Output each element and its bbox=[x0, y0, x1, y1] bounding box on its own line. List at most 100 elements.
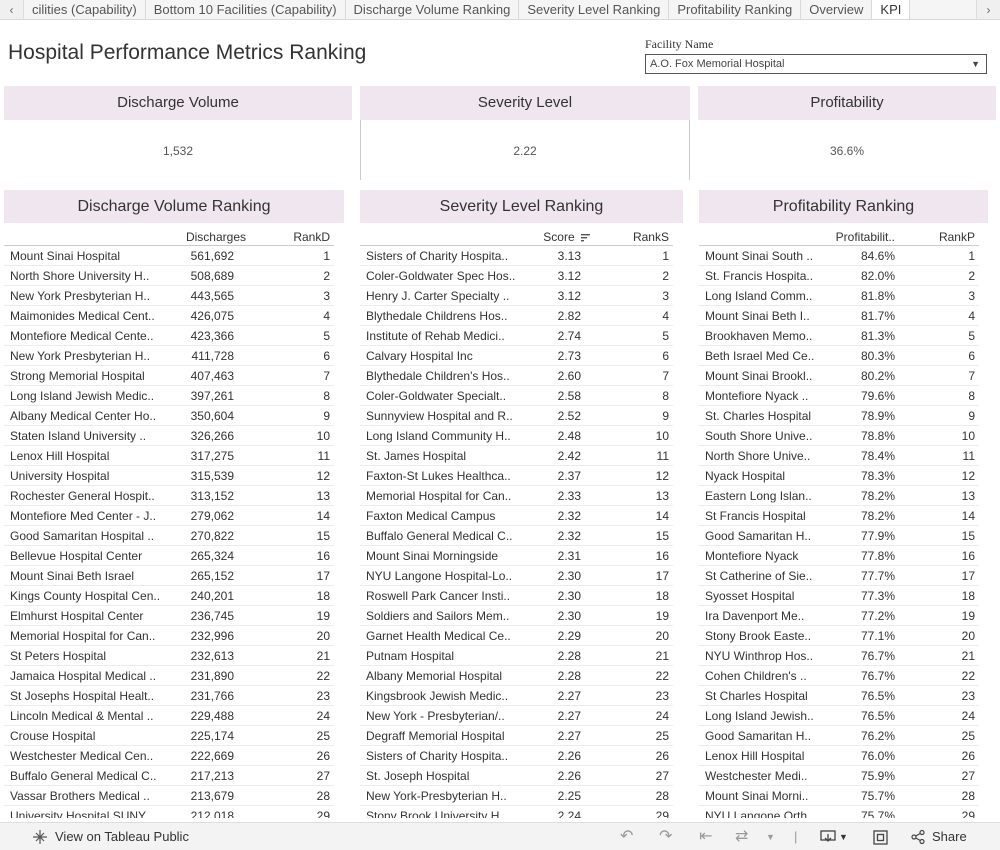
sort-descending-icon[interactable] bbox=[581, 233, 590, 242]
table-row[interactable]: Good Samaritan H.. 77.9% 15 bbox=[699, 526, 979, 546]
table-row[interactable]: Brookhaven Memo.. 81.3% 5 bbox=[699, 326, 979, 346]
table-row[interactable]: South Shore Unive.. 78.8% 10 bbox=[699, 426, 979, 446]
table-row[interactable]: New York - Presbyterian/.. 2.27 24 bbox=[360, 706, 673, 726]
table-row[interactable]: Nyack Hospital 78.3% 12 bbox=[699, 466, 979, 486]
table-row[interactable]: Mount Sinai Beth Israel 265,152 17 bbox=[4, 566, 334, 586]
table-row[interactable]: Rochester General Hospit.. 313,152 13 bbox=[4, 486, 334, 506]
redo-icon[interactable]: ↷ bbox=[659, 828, 673, 845]
table-row[interactable]: Stony Brook Easte.. 77.1% 20 bbox=[699, 626, 979, 646]
table-row[interactable]: NYU Langone Hospital-Lo.. 2.30 17 bbox=[360, 566, 673, 586]
table-row[interactable]: St. Charles Hospital 78.9% 9 bbox=[699, 406, 979, 426]
table-row[interactable]: North Shore Unive.. 78.4% 11 bbox=[699, 446, 979, 466]
table-row[interactable]: Long Island Jewish Medic.. 397,261 8 bbox=[4, 386, 334, 406]
table-row[interactable]: St Josephs Hospital Healt.. 231,766 23 bbox=[4, 686, 334, 706]
table-row[interactable]: St. Francis Hospita.. 82.0% 2 bbox=[699, 266, 979, 286]
table-row[interactable]: Staten Island University .. 326,266 10 bbox=[4, 426, 334, 446]
fullscreen-icon[interactable] bbox=[873, 823, 888, 850]
chevron-left-icon[interactable]: ‹ bbox=[0, 0, 24, 19]
table-row[interactable]: University Hospital 315,539 12 bbox=[4, 466, 334, 486]
chevron-right-icon[interactable]: › bbox=[976, 0, 1000, 19]
table-row[interactable]: Mount Sinai Beth I.. 81.7% 4 bbox=[699, 306, 979, 326]
table-row[interactable]: Henry J. Carter Specialty .. 3.12 3 bbox=[360, 286, 673, 306]
table-row[interactable]: Crouse Hospital 225,174 25 bbox=[4, 726, 334, 746]
table-row[interactable]: Faxton Medical Campus 2.32 14 bbox=[360, 506, 673, 526]
table-row[interactable]: Albany Medical Center Ho.. 350,604 9 bbox=[4, 406, 334, 426]
profitability-column-header[interactable]: Profitabilit.. bbox=[835, 230, 895, 244]
table-row[interactable]: Degraff Memorial Hospital 2.27 25 bbox=[360, 726, 673, 746]
table-row[interactable]: Garnet Health Medical Ce.. 2.29 20 bbox=[360, 626, 673, 646]
tab-severity-level-ranking[interactable]: Severity Level Ranking bbox=[519, 0, 670, 19]
refresh-icon[interactable]: ⇄ bbox=[735, 828, 749, 845]
table-row[interactable]: Strong Memorial Hospital 407,463 7 bbox=[4, 366, 334, 386]
facility-name-dropdown[interactable]: A.O. Fox Memorial Hospital ▼ bbox=[645, 54, 987, 74]
table-row[interactable]: Coler-Goldwater Specialt.. 2.58 8 bbox=[360, 386, 673, 406]
table-row[interactable]: Good Samaritan H.. 76.2% 25 bbox=[699, 726, 979, 746]
table-row[interactable]: Long Island Comm.. 81.8% 3 bbox=[699, 286, 979, 306]
undo-icon[interactable]: ↶ bbox=[620, 828, 634, 845]
table-row[interactable]: New York Presbyterian H.. 411,728 6 bbox=[4, 346, 334, 366]
table-row[interactable]: Memorial Hospital for Can.. 232,996 20 bbox=[4, 626, 334, 646]
table-row[interactable]: Coler-Goldwater Spec Hos.. 3.12 2 bbox=[360, 266, 673, 286]
table-row[interactable]: Montefiore Nyack .. 79.6% 8 bbox=[699, 386, 979, 406]
table-row[interactable]: Lenox Hill Hospital 76.0% 26 bbox=[699, 746, 979, 766]
table-row[interactable]: Mount Sinai South .. 84.6% 1 bbox=[699, 246, 979, 266]
tab-profitability-ranking[interactable]: Profitability Ranking bbox=[669, 0, 802, 19]
discharges-column-header[interactable]: Discharges bbox=[185, 230, 246, 244]
tab-kpi[interactable]: KPI bbox=[872, 0, 911, 19]
table-row[interactable]: NYU Langone Orth.. 75.7% 29 bbox=[699, 806, 979, 818]
download-icon[interactable]: ▼ bbox=[820, 823, 848, 850]
table-row[interactable]: Blythedale Childrens Hos.. 2.82 4 bbox=[360, 306, 673, 326]
table-row[interactable]: Maimonides Medical Cent.. 426,075 4 bbox=[4, 306, 334, 326]
table-row[interactable]: Westchester Medical Cen.. 222,669 26 bbox=[4, 746, 334, 766]
table-row[interactable]: Memorial Hospital for Can.. 2.33 13 bbox=[360, 486, 673, 506]
table-row[interactable]: Jamaica Hospital Medical .. 231,890 22 bbox=[4, 666, 334, 686]
table-row[interactable]: Beth Israel Med Ce.. 80.3% 6 bbox=[699, 346, 979, 366]
table-row[interactable]: St Peters Hospital 232,613 21 bbox=[4, 646, 334, 666]
tab-bottom-10-facilities[interactable]: Bottom 10 Facilities (Capability) bbox=[146, 0, 346, 19]
table-row[interactable]: Lincoln Medical & Mental .. 229,488 24 bbox=[4, 706, 334, 726]
table-row[interactable]: Ira Davenport Me.. 77.2% 19 bbox=[699, 606, 979, 626]
revert-icon[interactable]: ⇤ bbox=[699, 828, 713, 845]
table-row[interactable]: University Hospital SUNY .. 212,018 29 bbox=[4, 806, 334, 818]
table-row[interactable]: Mount Sinai Brookl.. 80.2% 7 bbox=[699, 366, 979, 386]
ranks-column-header[interactable]: RankS bbox=[632, 230, 669, 244]
table-row[interactable]: Mount Sinai Morni.. 75.7% 28 bbox=[699, 786, 979, 806]
table-row[interactable]: New York Presbyterian H.. 443,565 3 bbox=[4, 286, 334, 306]
table-row[interactable]: Roswell Park Cancer Insti.. 2.30 18 bbox=[360, 586, 673, 606]
table-row[interactable]: Long Island Jewish.. 76.5% 24 bbox=[699, 706, 979, 726]
table-row[interactable]: Bellevue Hospital Center 265,324 16 bbox=[4, 546, 334, 566]
table-row[interactable]: Sisters of Charity Hospita.. 3.13 1 bbox=[360, 246, 673, 266]
tab-top-facilities-capability[interactable]: cilities (Capability) bbox=[24, 0, 146, 19]
table-row[interactable]: NYU Winthrop Hos.. 76.7% 21 bbox=[699, 646, 979, 666]
rankd-column-header[interactable]: RankD bbox=[293, 230, 330, 244]
table-row[interactable]: Calvary Hospital Inc 2.73 6 bbox=[360, 346, 673, 366]
table-row[interactable]: Buffalo General Medical C.. 217,213 27 bbox=[4, 766, 334, 786]
table-row[interactable]: St Catherine of Sie.. 77.7% 17 bbox=[699, 566, 979, 586]
table-row[interactable]: Stony Brook University H.. 2.24 29 bbox=[360, 806, 673, 818]
table-row[interactable]: New York-Presbyterian H.. 2.25 28 bbox=[360, 786, 673, 806]
tab-discharge-volume-ranking[interactable]: Discharge Volume Ranking bbox=[346, 0, 520, 19]
table-row[interactable]: Long Island Community H.. 2.48 10 bbox=[360, 426, 673, 446]
table-row[interactable]: Soldiers and Sailors Mem.. 2.30 19 bbox=[360, 606, 673, 626]
table-row[interactable]: Putnam Hospital 2.28 21 bbox=[360, 646, 673, 666]
table-row[interactable]: St. Joseph Hospital 2.26 27 bbox=[360, 766, 673, 786]
table-row[interactable]: North Shore University H.. 508,689 2 bbox=[4, 266, 334, 286]
table-row[interactable]: Montefiore Med Center - J.. 279,062 14 bbox=[4, 506, 334, 526]
table-row[interactable]: Eastern Long Islan.. 78.2% 13 bbox=[699, 486, 979, 506]
table-row[interactable]: Institute of Rehab Medici.. 2.74 5 bbox=[360, 326, 673, 346]
table-row[interactable]: Montefiore Nyack 77.8% 16 bbox=[699, 546, 979, 566]
rankp-column-header[interactable]: RankP bbox=[938, 230, 975, 244]
table-row[interactable]: Buffalo General Medical C.. 2.32 15 bbox=[360, 526, 673, 546]
table-row[interactable]: Albany Memorial Hospital 2.28 22 bbox=[360, 666, 673, 686]
table-row[interactable]: Kingsbrook Jewish Medic.. 2.27 23 bbox=[360, 686, 673, 706]
table-row[interactable]: Montefiore Medical Cente.. 423,366 5 bbox=[4, 326, 334, 346]
tab-overview[interactable]: Overview bbox=[801, 0, 873, 19]
table-row[interactable]: Vassar Brothers Medical .. 213,679 28 bbox=[4, 786, 334, 806]
table-row[interactable]: Lenox Hill Hospital 317,275 11 bbox=[4, 446, 334, 466]
table-row[interactable]: Good Samaritan Hospital .. 270,822 15 bbox=[4, 526, 334, 546]
table-row[interactable]: Faxton-St Lukes Healthca.. 2.37 12 bbox=[360, 466, 673, 486]
table-row[interactable]: Westchester Medi.. 75.9% 27 bbox=[699, 766, 979, 786]
table-row[interactable]: Blythedale Children's Hos.. 2.60 7 bbox=[360, 366, 673, 386]
table-row[interactable]: St Charles Hospital 76.5% 23 bbox=[699, 686, 979, 706]
table-row[interactable]: St Francis Hospital 78.2% 14 bbox=[699, 506, 979, 526]
